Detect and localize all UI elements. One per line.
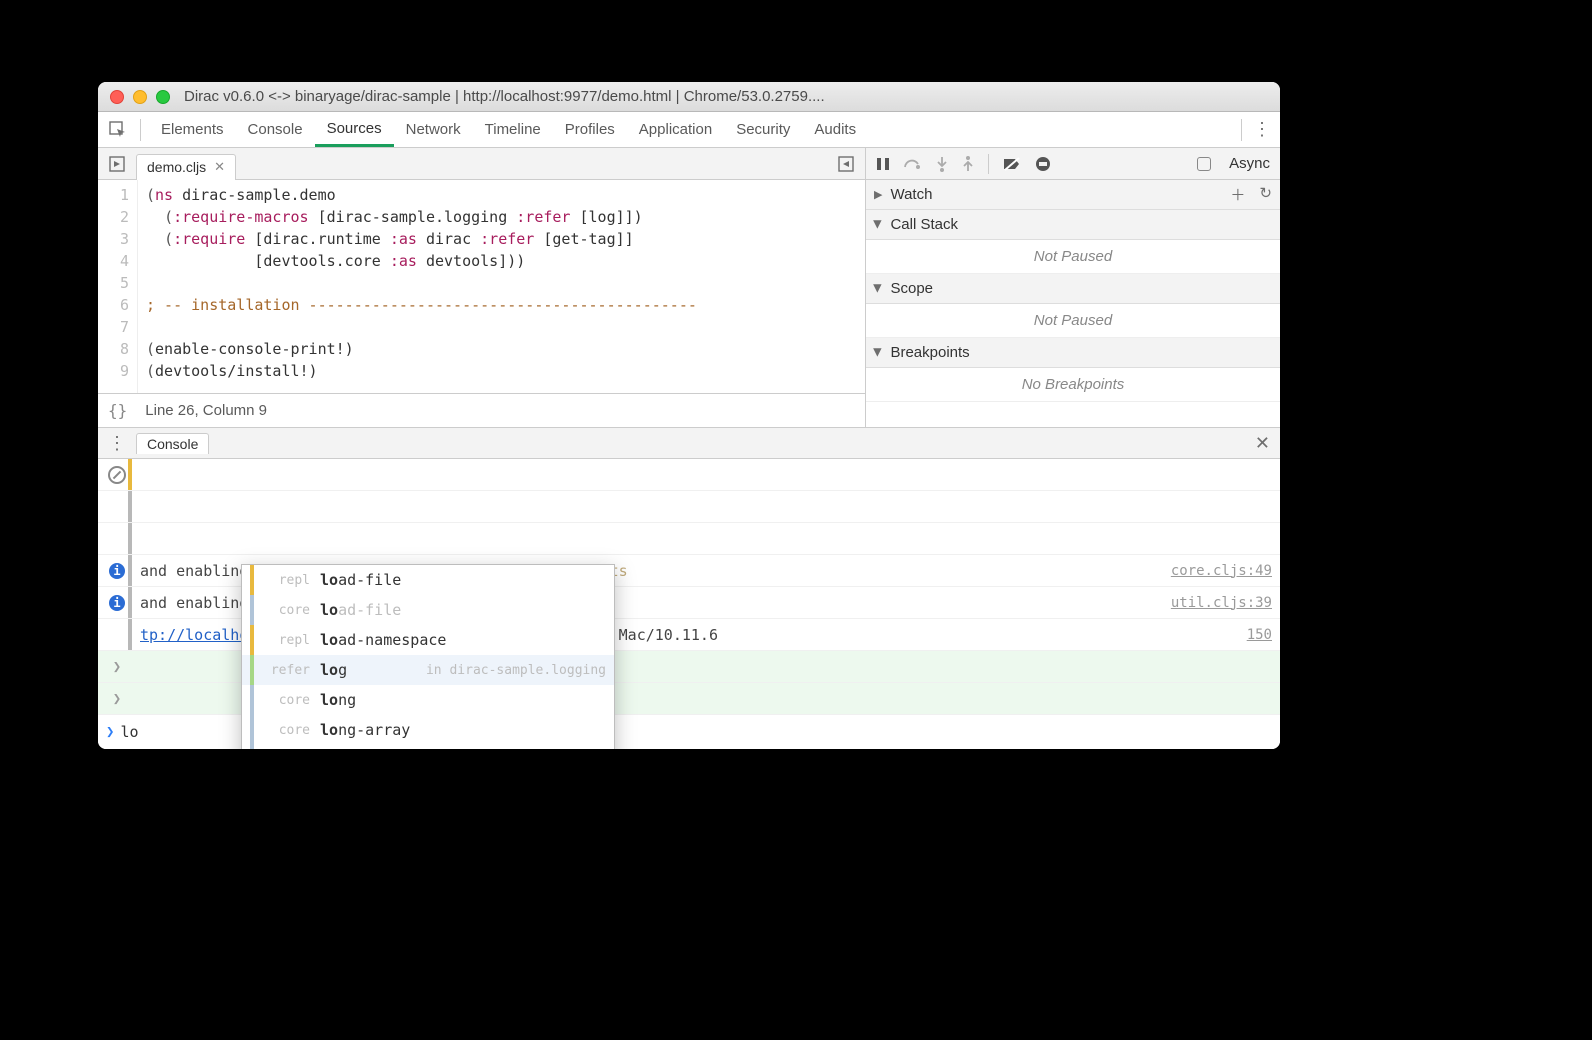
file-tabbar: demo.cljs ✕: [98, 148, 865, 180]
file-tab-label: demo.cljs: [147, 159, 206, 175]
inspect-element-icon[interactable]: [104, 116, 132, 144]
overflow-menu-icon[interactable]: ⋮: [1250, 112, 1274, 147]
drawer-tab-label: Console: [147, 436, 198, 452]
expand-chevron-icon[interactable]: ❯: [113, 691, 121, 707]
tab-network[interactable]: Network: [394, 112, 473, 147]
dbg-section-breakpoints[interactable]: ▶Breakpoints: [866, 338, 1280, 368]
drawer-close-icon[interactable]: ✕: [1255, 433, 1270, 454]
autocomplete-popup: replload-filecoreload-filereplload-names…: [241, 564, 615, 749]
source-link[interactable]: 150: [1247, 627, 1272, 643]
prompt-chevron-icon: ❯: [106, 724, 114, 740]
pause-on-exceptions-icon[interactable]: [1035, 156, 1051, 172]
step-over-icon: [904, 157, 922, 171]
dbg-body: No Breakpoints: [866, 368, 1280, 402]
traffic-lights: [110, 90, 170, 104]
zoom-window-button[interactable]: [156, 90, 170, 104]
autocomplete-item[interactable]: corelong: [242, 685, 614, 715]
clear-console-icon[interactable]: [108, 466, 126, 484]
separator: [1241, 119, 1242, 141]
console-row: [98, 459, 1280, 491]
line-gutter: 123456789: [98, 180, 138, 393]
file-tab[interactable]: demo.cljs ✕: [136, 154, 236, 180]
close-window-button[interactable]: [110, 90, 124, 104]
autocomplete-item[interactable]: referlogin dirac-sample.logging: [242, 655, 614, 685]
debugger-toggle-icon[interactable]: [833, 151, 859, 177]
dbg-body: Not Paused: [866, 304, 1280, 338]
console-row: [98, 523, 1280, 555]
separator: [140, 119, 141, 141]
info-icon: i: [109, 563, 125, 579]
autocomplete-item[interactable]: replload-file: [242, 565, 614, 595]
editor-status-bar: {} Line 26, Column 9: [98, 393, 865, 427]
sources-editor-pane: demo.cljs ✕ 123456789 (ns dirac-sample.d…: [98, 148, 866, 427]
autocomplete-item[interactable]: replload-namespace: [242, 625, 614, 655]
tab-security[interactable]: Security: [724, 112, 802, 147]
tab-profiles[interactable]: Profiles: [553, 112, 627, 147]
dbg-section-scope[interactable]: ▶Scope: [866, 274, 1280, 304]
close-tab-icon[interactable]: ✕: [214, 159, 225, 175]
async-label: Async: [1229, 155, 1270, 172]
cursor-position: Line 26, Column 9: [145, 402, 267, 419]
autocomplete-item[interactable]: corelong-array: [242, 715, 614, 745]
tab-application[interactable]: Application: [627, 112, 724, 147]
code-editor[interactable]: 123456789 (ns dirac-sample.demo (:requir…: [98, 180, 865, 393]
tab-audits[interactable]: Audits: [802, 112, 868, 147]
autocomplete-item[interactable]: corelongs: [242, 745, 614, 749]
drawer-header: ⋮ Console ✕: [98, 427, 1280, 459]
tab-console[interactable]: Console: [236, 112, 315, 147]
navigator-toggle-icon[interactable]: [104, 151, 130, 177]
dbg-body: Not Paused: [866, 240, 1280, 274]
devtools-window: Dirac v0.6.0 <-> binaryage/dirac-sample …: [98, 82, 1280, 749]
drawer-tab-console[interactable]: Console: [136, 433, 209, 454]
dbg-section-watch[interactable]: ▶Watch＋↻: [866, 180, 1280, 210]
drawer-menu-icon[interactable]: ⋮: [108, 428, 126, 458]
deactivate-breakpoints-icon[interactable]: [1003, 157, 1021, 171]
refresh-icon[interactable]: ↻: [1259, 184, 1272, 205]
main-tabbar: ElementsConsoleSourcesNetworkTimelinePro…: [98, 112, 1280, 148]
code-content: (ns dirac-sample.demo (:require-macros […: [138, 180, 697, 393]
add-watch-icon[interactable]: ＋: [1230, 184, 1245, 205]
info-icon: i: [109, 595, 125, 611]
console-row: [98, 491, 1280, 523]
async-checkbox[interactable]: [1197, 157, 1211, 171]
tab-elements[interactable]: Elements: [149, 112, 236, 147]
step-out-icon: [962, 156, 974, 172]
autocomplete-item[interactable]: coreload-file: [242, 595, 614, 625]
minimize-window-button[interactable]: [133, 90, 147, 104]
expand-chevron-icon[interactable]: ❯: [113, 659, 121, 675]
debugger-toolbar: Async: [866, 148, 1280, 180]
source-link[interactable]: core.cljs:49: [1171, 563, 1272, 579]
window-title: Dirac v0.6.0 <-> binaryage/dirac-sample …: [184, 88, 1268, 105]
step-into-icon: [936, 156, 948, 172]
dbg-section-call-stack[interactable]: ▶Call Stack: [866, 210, 1280, 240]
pretty-print-icon[interactable]: {}: [108, 401, 127, 420]
pause-icon[interactable]: [876, 157, 890, 171]
tab-timeline[interactable]: Timeline: [473, 112, 553, 147]
tab-sources[interactable]: Sources: [315, 112, 394, 147]
source-link[interactable]: util.cljs:39: [1171, 595, 1272, 611]
debugger-pane: Async ▶Watch＋↻▶Call StackNot Paused▶Scop…: [866, 148, 1280, 427]
titlebar: Dirac v0.6.0 <-> binaryage/dirac-sample …: [98, 82, 1280, 112]
